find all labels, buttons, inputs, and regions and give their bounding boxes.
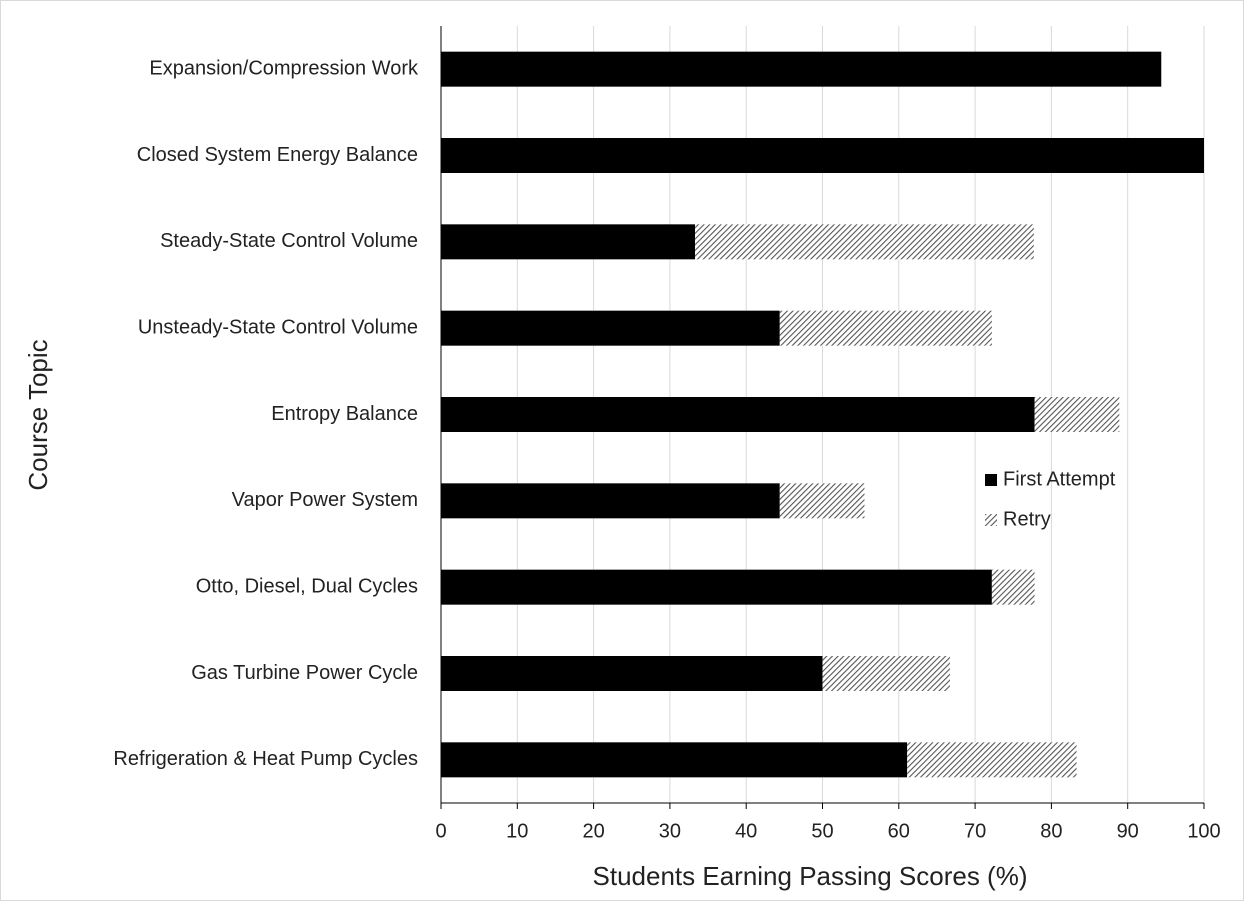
bar-segment [779,310,992,346]
y-tick-label: Steady-State Control Volume [160,230,418,252]
y-tick-label: Vapor Power System [232,489,418,511]
x-tick-label: 80 [1040,820,1062,842]
bar-segment [695,224,1034,260]
x-tick-label: 40 [735,820,757,842]
y-tick-label: Gas Turbine Power Cycle [191,662,418,684]
y-tick-label: Entropy Balance [271,403,418,425]
legend-label: Retry [1003,508,1051,530]
legend-label: First Attempt [1003,468,1116,490]
x-tick-label: 50 [811,820,833,842]
bar-segment [991,569,1035,605]
bar-segment [441,310,780,346]
x-tick-label: 100 [1187,820,1220,842]
bar-segment [441,397,1035,432]
x-tick-label: 90 [1117,820,1139,842]
x-tick-label: 30 [659,820,681,842]
y-tick-label: Otto, Diesel, Dual Cycles [196,575,418,597]
bar-segment [441,51,1162,87]
bar-segment [1034,397,1120,432]
bar-segment [441,483,780,519]
x-tick-label: 20 [582,820,604,842]
bar-segment [441,569,992,605]
x-tick-label: 0 [435,820,446,842]
x-tick-label: 70 [964,820,986,842]
bar-segment [907,742,1077,778]
bar-segment [441,138,1204,173]
bar-segment [441,742,908,778]
y-tick-label: Expansion/Compression Work [149,57,419,79]
bar-segment [441,224,696,260]
y-tick-label: Unsteady-State Control Volume [138,316,418,338]
x-axis-label: Students Earning Passing Scores (%) [593,861,1028,891]
bar-segment [779,483,865,519]
x-tick-label: 10 [506,820,528,842]
x-tick-label: 60 [888,820,910,842]
bar-segment [441,656,823,691]
legend-swatch [985,514,997,526]
legend-swatch [985,474,997,486]
bar-segment [822,656,950,691]
y-tick-label: Closed System Energy Balance [137,144,418,166]
y-axis-label: Course Topic [23,339,53,490]
y-tick-label: Refrigeration & Heat Pump Cycles [113,748,418,770]
